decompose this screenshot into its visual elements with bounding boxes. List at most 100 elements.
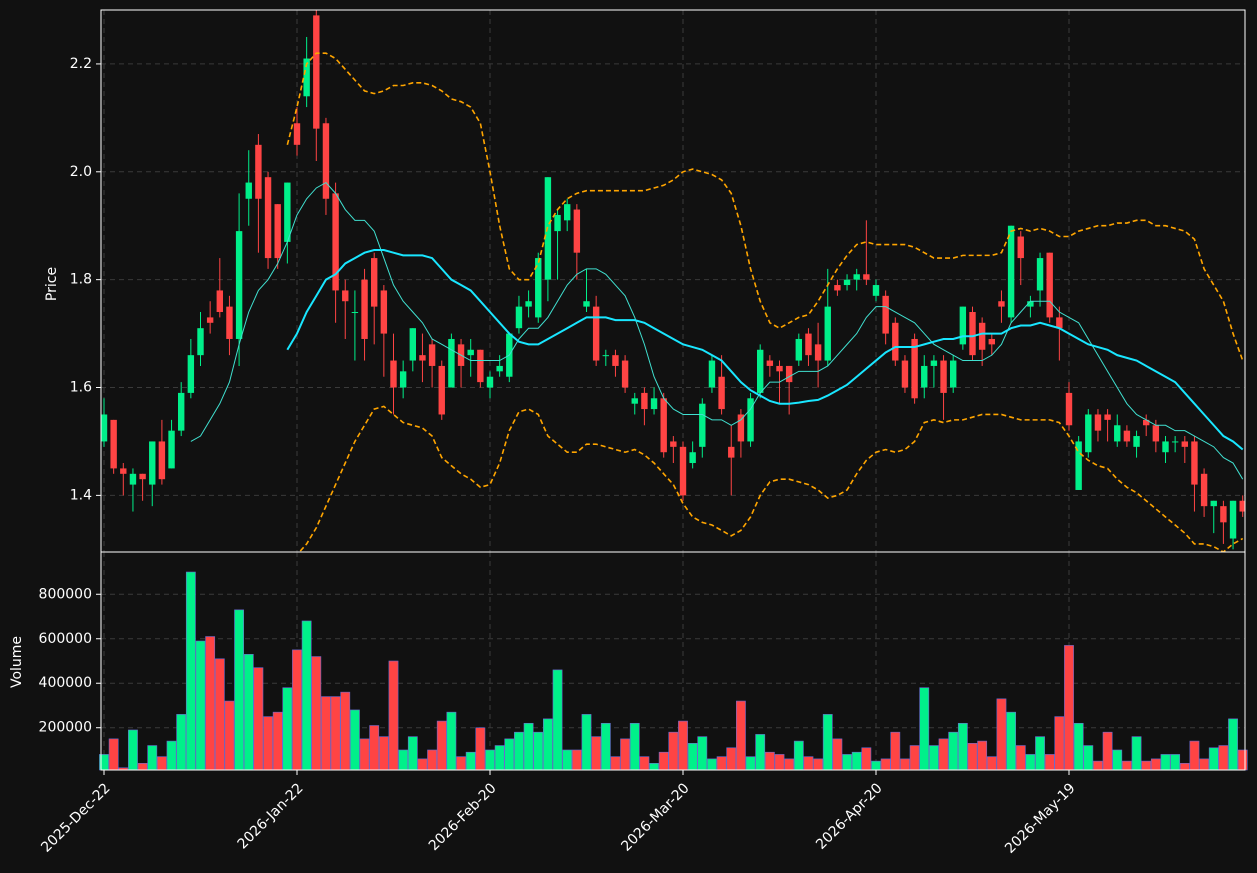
candle-body	[940, 360, 947, 393]
candle-body	[728, 446, 735, 458]
volume-bar	[1054, 716, 1065, 771]
x-tick-label: 2025-Dec-22	[38, 780, 113, 855]
volume-bar	[938, 738, 949, 771]
indicator-line	[286, 52, 1244, 361]
candle-body	[313, 15, 320, 129]
candle-body	[351, 312, 359, 314]
price-layer	[101, 10, 1245, 552]
candle-body	[901, 360, 909, 388]
volume-bar	[687, 743, 698, 771]
volume-bar	[803, 756, 814, 771]
candle-body	[631, 398, 638, 404]
volume-bar	[813, 758, 823, 771]
volume-bar	[398, 749, 409, 771]
y-tick-label: 1.8	[70, 272, 92, 288]
volume-bar	[542, 718, 553, 771]
volume-bar	[726, 747, 737, 771]
volume-bar	[205, 636, 216, 771]
volume-bar	[1189, 740, 1200, 771]
volume-bar	[764, 751, 775, 771]
candle-body	[959, 306, 967, 345]
candle-body	[380, 290, 388, 334]
volume-bar	[147, 745, 158, 771]
candle-body	[564, 204, 571, 221]
volume-bar	[842, 754, 852, 771]
volume-bar	[1131, 736, 1142, 771]
volume-bar	[977, 740, 988, 771]
indicator-line	[190, 181, 1244, 480]
candle-body	[824, 306, 831, 361]
candle-body	[872, 285, 880, 296]
candle-body	[428, 344, 436, 366]
candle-body	[284, 182, 291, 242]
candle-body	[216, 290, 223, 313]
volume-bar	[1122, 760, 1132, 771]
candle-body	[814, 344, 822, 361]
volume-bar	[253, 667, 264, 771]
y-tick-label: 600000	[39, 631, 92, 647]
candle-body	[834, 285, 841, 291]
volume-bar	[388, 660, 399, 771]
candle-body	[921, 365, 928, 388]
candle-body	[747, 398, 754, 442]
candle-body	[1162, 441, 1169, 453]
volume-bar	[1237, 749, 1248, 771]
candle-body	[660, 398, 667, 453]
candle-body	[168, 430, 175, 469]
volume-bar	[166, 740, 177, 771]
candle-body	[1065, 392, 1073, 426]
candle-body	[1046, 252, 1053, 318]
volume-bar	[967, 743, 978, 771]
volume-bar	[986, 756, 997, 771]
volume-bar	[465, 751, 476, 771]
volume-bar	[591, 736, 602, 771]
volume-bar	[784, 758, 795, 771]
y-axis-label: Price	[44, 267, 60, 301]
volume-bar	[427, 749, 437, 771]
volume-bar	[1112, 749, 1123, 771]
candle-body	[737, 414, 745, 442]
volume-bar	[571, 749, 582, 771]
candle-body	[978, 322, 986, 350]
candle-body	[795, 338, 802, 361]
candle-body	[718, 376, 725, 410]
x-tick-label: 2026-Mar-20	[618, 780, 692, 854]
candle-body	[708, 360, 716, 388]
candle-body	[486, 376, 494, 388]
candle-body	[583, 301, 590, 307]
volume-bar	[735, 700, 746, 771]
candle-body	[641, 392, 648, 410]
volume-bar	[928, 745, 939, 771]
volume-bar	[1025, 754, 1036, 771]
volume-bar	[378, 736, 389, 771]
volume-bar	[340, 691, 351, 771]
candle-body	[1133, 436, 1140, 447]
candle-body	[361, 279, 368, 339]
candle-body	[322, 123, 330, 199]
volume-bar	[1102, 731, 1113, 771]
volume-bar	[1228, 718, 1238, 771]
candle-body	[882, 295, 889, 334]
volume-bar	[157, 756, 167, 771]
volume-bar	[851, 751, 862, 771]
candle-body	[1200, 473, 1208, 507]
volume-bar	[1199, 758, 1209, 771]
candle-body	[1123, 430, 1131, 442]
x-tick-label: 2026-Apr-20	[813, 780, 886, 853]
candle-body	[274, 204, 281, 259]
candle-body	[1229, 500, 1237, 539]
volume-bar	[349, 709, 360, 771]
price-frame	[100, 9, 1246, 553]
volume-bar	[1179, 763, 1190, 771]
candle-body	[863, 274, 870, 280]
indicator-line	[298, 405, 1244, 552]
candle-body	[149, 441, 156, 485]
volume-bar	[871, 760, 881, 771]
y-tick-label: 200000	[39, 720, 92, 736]
volume-bar	[610, 756, 621, 771]
volume-bar	[1006, 711, 1016, 771]
volume-bar	[523, 722, 534, 771]
candle-body	[110, 419, 117, 469]
candle-body	[1085, 414, 1092, 453]
